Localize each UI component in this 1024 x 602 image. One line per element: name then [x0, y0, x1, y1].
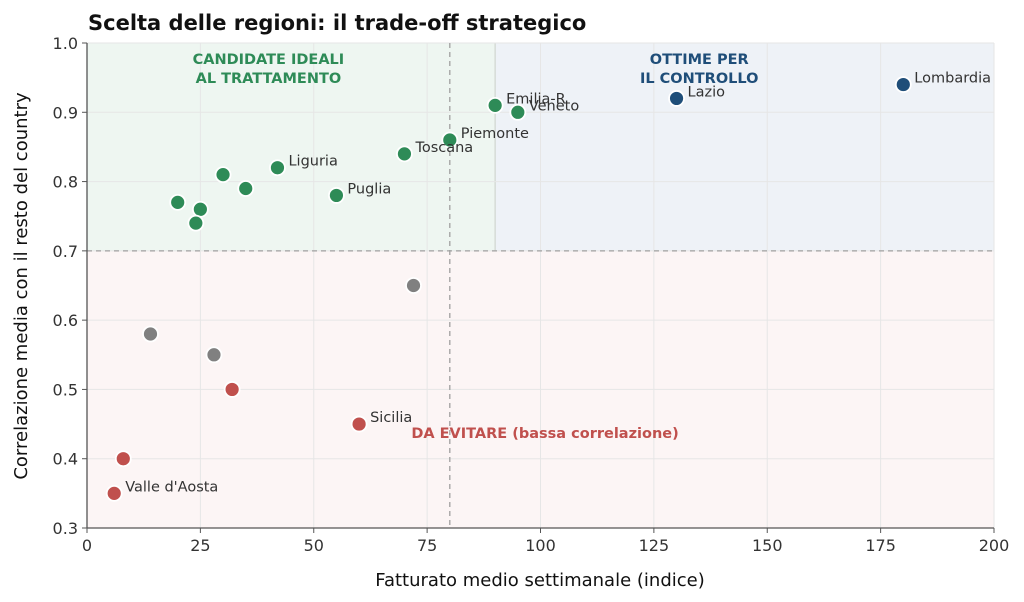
data-point-label: Emilia-R [506, 91, 566, 107]
data-point [169, 193, 187, 211]
data-point [396, 145, 413, 163]
data-point [214, 166, 232, 184]
data-point [405, 277, 422, 294]
data-point [328, 187, 345, 204]
data-point [894, 76, 912, 93]
data-point [114, 450, 132, 468]
data-point [350, 415, 368, 433]
grid-layer [86, 42, 995, 529]
x-tick-label: 0 [82, 536, 92, 555]
data-point-label: Puglia [347, 181, 391, 197]
data-point [191, 200, 209, 218]
data-point-label: Valle d'Aosta [125, 479, 218, 495]
y-tick-label: 0.6 [53, 311, 78, 330]
y-axis-label: Correlazione media con il resto del coun… [11, 92, 32, 480]
tick-layer: 0 25 50 75 100 125 150 175 200 0.3 0.4 0.5 0.6 0.7 0.8… [53, 34, 1010, 555]
data-point-label: Toscana [414, 140, 473, 156]
y-tick-label: 0.8 [53, 173, 78, 192]
zone-label-0: CANDIDATE IDEALI [193, 52, 345, 68]
y-tick-label: 0.9 [53, 103, 78, 122]
data-point [205, 346, 223, 364]
data-point-label: Sicilia [370, 410, 412, 426]
data-point [223, 381, 241, 398]
data-point [105, 484, 123, 502]
chart-title: Scelta delle regioni: il trade-off strat… [88, 11, 586, 35]
data-point [668, 90, 685, 107]
y-tick-label: 0.5 [53, 380, 78, 399]
zone-label-1: IL CONTROLLO [640, 71, 758, 87]
data-point [237, 180, 255, 197]
data-point [486, 96, 504, 114]
data-point [269, 159, 286, 177]
y-tick-label: 0.4 [53, 450, 78, 469]
x-tick-label: 125 [639, 536, 670, 555]
data-point-label: Lombardia [914, 71, 991, 87]
data-point-label: Lazio [688, 84, 726, 100]
y-tick-label: 0.7 [53, 242, 78, 261]
y-tick-label: 0.3 [53, 519, 78, 538]
points-layer [105, 76, 912, 502]
data-point [441, 131, 459, 149]
x-tick-label: 100 [525, 536, 556, 555]
zone-label-0: AL TRATTAMENTO [196, 71, 342, 87]
data-point [509, 103, 527, 121]
zone-label-1: OTTIME PER [650, 52, 749, 68]
zone-1 [495, 43, 994, 251]
x-tick-label: 150 [752, 536, 783, 555]
data-point-label: Piemonte [461, 126, 529, 142]
data-point-label: Liguria [288, 154, 337, 170]
x-axis-label: Fatturato medio settimanale (indice) [375, 570, 704, 591]
x-tick-label: 200 [979, 536, 1010, 555]
x-tick-label: 25 [190, 536, 210, 555]
y-tick-label: 1.0 [53, 34, 78, 53]
labels-layer: CANDIDATE IDEALI AL TRATTAMENTO OTTIME PER… [125, 52, 991, 496]
data-point [187, 214, 205, 232]
x-tick-label: 50 [304, 536, 324, 555]
data-point [142, 325, 159, 343]
reference-lines [87, 43, 994, 528]
data-point-label: Veneto [529, 98, 580, 114]
zone-label-2: DA EVITARE (bassa correlazione) [411, 426, 678, 442]
x-tick-label: 175 [865, 536, 896, 555]
x-tick-label: 75 [417, 536, 437, 555]
